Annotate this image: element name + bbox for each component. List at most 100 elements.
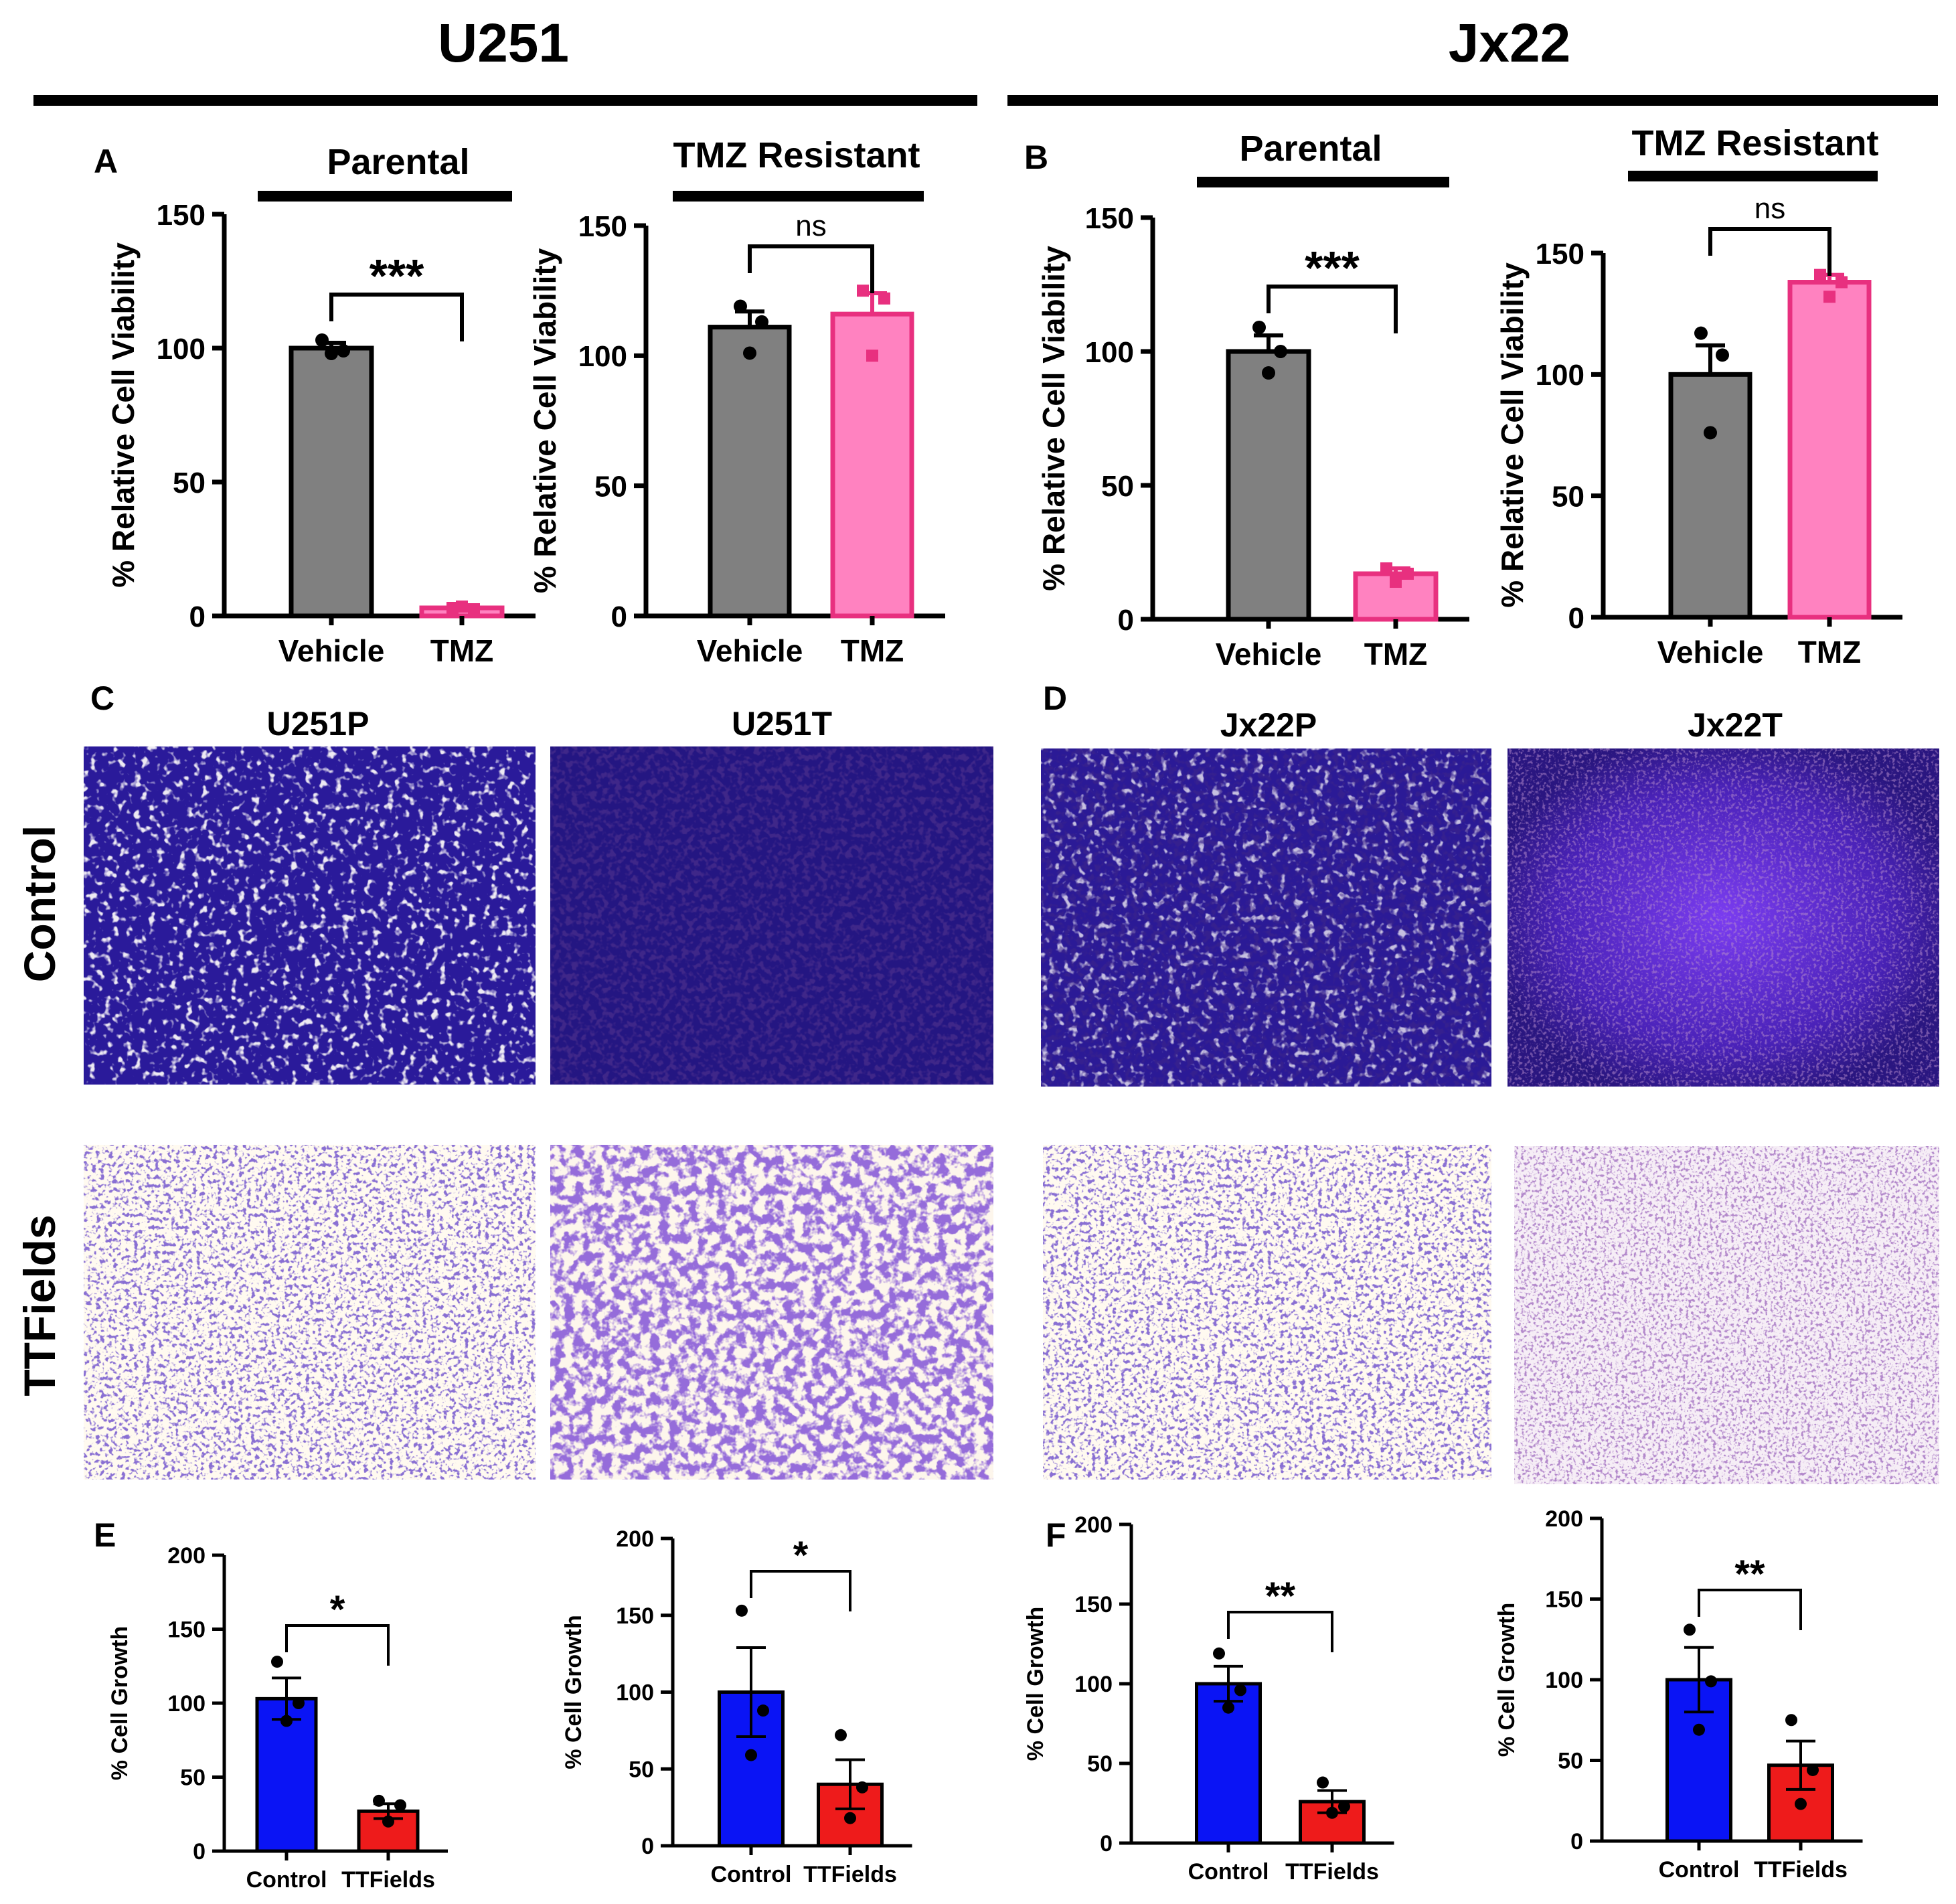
significance-bracket (1698, 1589, 1802, 1630)
y-tick-label: 0 (193, 1839, 206, 1865)
y-tick-label: 150 (1085, 202, 1134, 235)
bar-tmz (1787, 280, 1872, 620)
chart-f1: 0 50 100 150 200 % Cell Growth Control TTFields… (1023, 1512, 1394, 1885)
significance-bracket (750, 1570, 851, 1611)
data-point (1693, 1723, 1705, 1736)
y-tick-label: 50 (1552, 481, 1584, 513)
y-tick-label: 200 (616, 1526, 654, 1552)
y-tick-label: 50 (173, 467, 206, 499)
image-u251p-control (84, 746, 536, 1085)
bar-vehicle (1226, 349, 1311, 622)
x-tick-label: Control (1659, 1857, 1740, 1883)
panel-letter-a: A (94, 143, 118, 180)
y-tick-label: 50 (180, 1765, 206, 1791)
data-point (1716, 348, 1729, 362)
x-tick-label: Vehicle (278, 633, 385, 668)
y-axis-label: % Relative Cell Viability (1036, 246, 1071, 591)
data-point (446, 602, 459, 614)
group-title: Parental (1239, 129, 1382, 169)
image-jx22t-control (1507, 748, 1939, 1087)
data-point (1814, 268, 1826, 281)
data-point (1326, 1806, 1338, 1819)
data-point (1795, 1798, 1807, 1810)
chart-e1: 0 50 100 150 200 % Cell Growth Control TTFields… (107, 1543, 448, 1893)
significance-label: * (330, 1588, 345, 1632)
data-point (1262, 366, 1275, 380)
data-point (373, 1794, 385, 1807)
y-tick-label: 200 (1545, 1506, 1583, 1532)
x-tick-label: Control (246, 1867, 327, 1893)
y-tick-label: 0 (1118, 604, 1134, 637)
x-tick-label: Vehicle (1216, 637, 1322, 671)
y-tick-label: 150 (1545, 1587, 1583, 1613)
y-tick-label: 0 (641, 1834, 654, 1859)
data-point (1836, 276, 1848, 289)
y-tick-label: 50 (1087, 1751, 1113, 1777)
row-label-control: Control (15, 825, 64, 983)
image-jx22p-ttfields (1043, 1145, 1491, 1480)
y-tick-label: 50 (1101, 470, 1134, 503)
chart-f2: 0 50 100 150 200 % Cell Growth Control TTFields… (1494, 1506, 1863, 1883)
data-point (1213, 1647, 1225, 1660)
data-point (856, 1781, 868, 1794)
data-point (734, 299, 747, 313)
y-tick-label: 0 (1568, 602, 1584, 635)
image-title-jx22t: Jx22T (1688, 706, 1783, 744)
data-point (1402, 568, 1414, 580)
x-tick-label: TTFields (803, 1862, 897, 1887)
data-point (755, 315, 768, 329)
x-tick-label: Vehicle (1657, 635, 1764, 669)
panel-letter-f: F (1046, 1516, 1066, 1554)
chart-e2: 0 50 100 150 200 % Cell Growth Control TTFields… (561, 1526, 912, 1887)
group-title: TMZ Resistant (673, 135, 920, 175)
y-tick-label: 0 (1100, 1831, 1113, 1856)
data-point (743, 346, 756, 360)
group-title: Parental (327, 142, 469, 182)
image-jx22t-ttfields (1514, 1146, 1939, 1484)
significance-label: *** (370, 250, 424, 302)
bar-vehicle (289, 345, 374, 619)
y-tick-label: 100 (616, 1680, 654, 1706)
y-tick-label: 50 (629, 1757, 654, 1782)
data-point (866, 349, 878, 362)
y-tick-label: 200 (1074, 1512, 1113, 1538)
chart-b1: Parental 0 50 100 150 % Relative Cell Viabili… (1036, 129, 1469, 671)
y-tick-label: 150 (167, 1617, 206, 1643)
x-tick-label: Control (711, 1862, 792, 1887)
data-point (1785, 1714, 1797, 1727)
image-jx22p-control (1041, 748, 1491, 1087)
col-title-u251: U251 (438, 13, 569, 74)
panel-letter-b: B (1024, 139, 1048, 176)
y-axis-label: % Relative Cell Viability (1495, 262, 1530, 608)
data-point (456, 601, 468, 613)
data-point (1705, 1675, 1717, 1688)
significance-label: * (793, 1534, 809, 1577)
row-label-ttfields: TTFields (15, 1214, 64, 1396)
y-tick-label: 0 (189, 601, 206, 633)
x-tick-label: Vehicle (697, 633, 803, 668)
col-title-jx22: Jx22 (1449, 13, 1570, 74)
significance-bracket (1227, 1611, 1333, 1652)
data-point (1807, 1763, 1819, 1776)
y-tick-label: 100 (1536, 359, 1584, 392)
data-point (325, 347, 338, 360)
data-point (337, 344, 350, 358)
data-point (757, 1704, 769, 1717)
bar-vehicle (1668, 372, 1753, 620)
data-point (1252, 321, 1266, 334)
x-tick-label: TTFields (1754, 1857, 1848, 1883)
data-point (878, 292, 890, 305)
chart-a2: TMZ Resistant 0 50 100 150 % Relative Cell Vi… (527, 135, 945, 668)
y-tick-label: 150 (578, 210, 627, 243)
data-point (745, 1749, 757, 1761)
y-axis-label: % Cell Growth (561, 1615, 586, 1769)
data-point (736, 1604, 748, 1617)
y-axis-label: % Relative Cell Viability (527, 248, 562, 593)
image-title-jx22p: Jx22P (1220, 706, 1317, 744)
significance-label: ns (795, 210, 826, 242)
y-tick-label: 150 (1536, 238, 1584, 270)
x-tick-label: TMZ (1798, 635, 1862, 669)
x-tick-label: Control (1188, 1859, 1269, 1885)
image-u251t-control (550, 746, 993, 1085)
